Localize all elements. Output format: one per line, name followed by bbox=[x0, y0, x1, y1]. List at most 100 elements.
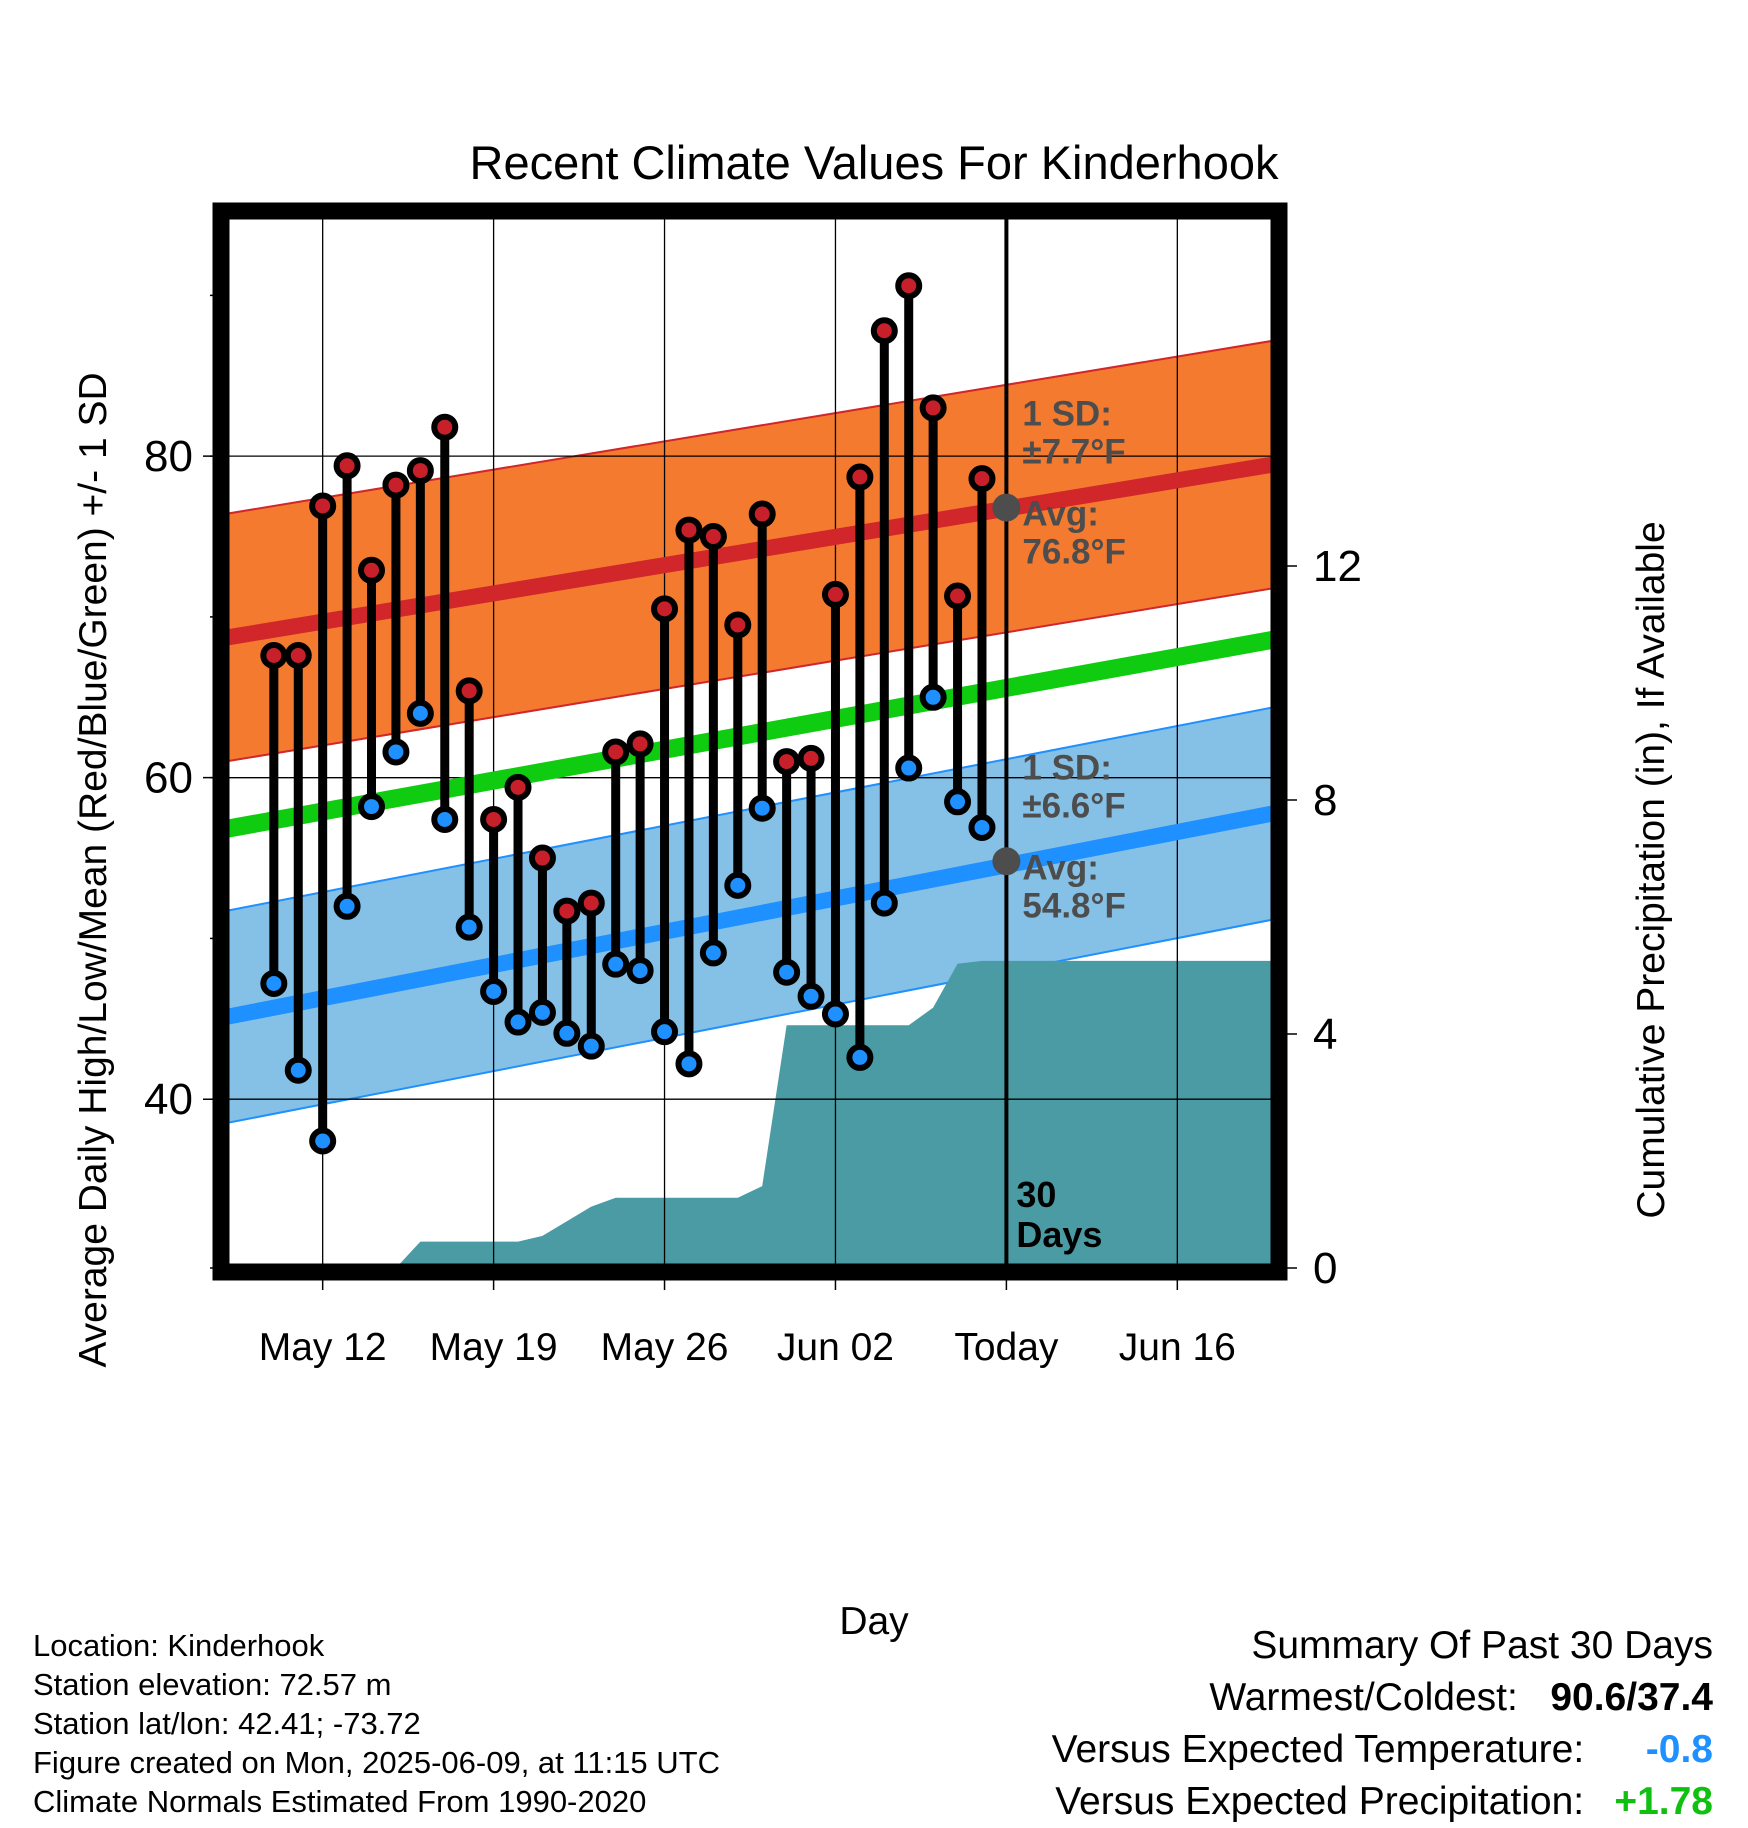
high-annotation-text: Avg: bbox=[1022, 495, 1098, 534]
daily-high-dot bbox=[333, 452, 361, 480]
chart-title: Recent Climate Values For Kinderhook bbox=[470, 136, 1279, 189]
y2-tick-label: 4 bbox=[1313, 1010, 1337, 1059]
latlon-text: Station lat/lon: 42.41; -73.72 bbox=[33, 1706, 421, 1741]
low-annotation-text: 54.8°F bbox=[1022, 886, 1125, 925]
daily-low-dot bbox=[577, 1032, 605, 1060]
daily-low-dot bbox=[821, 1000, 849, 1028]
daily-high-dot bbox=[870, 317, 898, 345]
daily-low-dot bbox=[382, 738, 410, 766]
daily-high-dot bbox=[968, 465, 996, 493]
daily-high-dot bbox=[553, 897, 581, 925]
elevation-text: Station elevation: 72.57 m bbox=[33, 1667, 392, 1702]
today-days-label: 30 Days bbox=[1016, 1174, 1102, 1255]
created-text: Figure created on Mon, 2025-06-09, at 11… bbox=[33, 1745, 720, 1780]
warm-cold-row: Warmest/Coldest: 90.6/37.4 bbox=[1052, 1672, 1713, 1724]
daily-high-dot bbox=[651, 595, 679, 623]
daily-low-dot bbox=[528, 998, 556, 1026]
daily-high-dot bbox=[504, 773, 532, 801]
warm-cold-value: 90.6/37.4 bbox=[1550, 1676, 1713, 1719]
daily-low-dot bbox=[968, 814, 996, 842]
low-annotation-text: Avg: bbox=[1022, 848, 1098, 887]
daily-high-dot bbox=[797, 744, 825, 772]
daily-low-dot bbox=[309, 1127, 337, 1155]
y-axis-label: Average Daily High/Low/Mean (Red/Blue/Gr… bbox=[72, 372, 115, 1367]
daily-low-dot bbox=[602, 950, 630, 978]
daily-high-dot bbox=[846, 463, 874, 491]
high-avg-marker bbox=[992, 493, 1021, 522]
daily-high-dot bbox=[602, 738, 630, 766]
plot-frame bbox=[212, 202, 1288, 1281]
summary-title: Summary Of Past 30 Days bbox=[1251, 1624, 1713, 1667]
days-label-line: Days bbox=[1016, 1214, 1102, 1255]
high-annotation-text: ±7.7°F bbox=[1022, 433, 1125, 472]
high-annotation-text: 1 SD: bbox=[1022, 395, 1111, 434]
normals-text: Climate Normals Estimated From 1990-2020 bbox=[33, 1784, 647, 1819]
frame-layer bbox=[212, 202, 1288, 1281]
daily-high-dot bbox=[431, 413, 459, 441]
daily-low-dot bbox=[846, 1043, 874, 1071]
x-tick-label: May 26 bbox=[601, 1326, 729, 1369]
daily-low-dot bbox=[431, 805, 459, 833]
y2-tick-label: 12 bbox=[1313, 542, 1362, 591]
daily-low-dot bbox=[773, 958, 801, 986]
daily-high-dot bbox=[675, 516, 703, 544]
daily-high-dot bbox=[895, 272, 923, 300]
low-annotation-text: ±6.6°F bbox=[1022, 786, 1125, 825]
daily-stems bbox=[269, 285, 987, 1141]
normal-mean-line bbox=[223, 630, 1277, 838]
temp-anomaly-value: -0.8 bbox=[1645, 1728, 1713, 1771]
daily-high-dot bbox=[944, 582, 972, 610]
daily-high-dot bbox=[358, 556, 386, 584]
station-info: Location: Kinderhook Station elevation: … bbox=[33, 1626, 720, 1821]
daily-low-dot bbox=[358, 793, 386, 821]
y2-tick-label: 0 bbox=[1313, 1244, 1337, 1293]
precip-anomaly-row: Versus Expected Precipitation: +1.78 bbox=[1052, 1776, 1713, 1828]
daily-high-dot bbox=[309, 492, 337, 520]
x-axis-label: Day bbox=[839, 1600, 909, 1643]
x-tick-label: May 12 bbox=[259, 1326, 387, 1369]
precip-anomaly-label: Versus Expected Precipitation: bbox=[1055, 1780, 1585, 1823]
daily-high-dot bbox=[773, 748, 801, 776]
location-text: Location: Kinderhook bbox=[33, 1628, 325, 1663]
daily-high-dot bbox=[821, 580, 849, 608]
daily-low-dot bbox=[675, 1050, 703, 1078]
temp-anomaly-label: Versus Expected Temperature: bbox=[1051, 1728, 1585, 1771]
high-annotation-text: 76.8°F bbox=[1022, 533, 1125, 572]
y-tick-label: 40 bbox=[144, 1075, 193, 1124]
daily-high-dot bbox=[724, 611, 752, 639]
daily-high-dot bbox=[699, 523, 727, 551]
y-tick-label: 80 bbox=[144, 432, 193, 481]
daily-high-dot bbox=[577, 889, 605, 917]
summary-panel: Summary Of Past 30 Days Warmest/Coldest:… bbox=[1052, 1620, 1713, 1828]
daily-high-dot bbox=[626, 730, 654, 758]
daily-low-dot bbox=[699, 939, 727, 967]
daily-high-dot bbox=[528, 844, 556, 872]
y2-tick-label: 8 bbox=[1313, 776, 1337, 825]
daily-high-dot bbox=[748, 500, 776, 528]
x-tick-label: May 19 bbox=[430, 1326, 558, 1369]
axes-layer: 40 60 80 0 4 8 12 May 12 May 19 May 26 Jun 02 Today… bbox=[144, 294, 1362, 1369]
daily-low-dot bbox=[260, 969, 288, 997]
daily-low-dot bbox=[455, 913, 483, 941]
daily-low-dot bbox=[333, 892, 361, 920]
temp-anomaly-row: Versus Expected Temperature: -0.8 bbox=[1052, 1724, 1713, 1776]
y-tick-label: 60 bbox=[144, 754, 193, 803]
daily-low-dot bbox=[919, 683, 947, 711]
normal-low-line bbox=[223, 805, 1277, 1026]
low-annotation-text: 1 SD: bbox=[1022, 748, 1111, 787]
daily-low-dot bbox=[944, 788, 972, 816]
daily-low-dot bbox=[651, 1018, 679, 1046]
daily-high-dot bbox=[480, 805, 508, 833]
daily-high-dot bbox=[455, 677, 483, 705]
daily-low-dot bbox=[406, 699, 434, 727]
x-tick-label: Jun 16 bbox=[1119, 1326, 1236, 1369]
daily-low-dot bbox=[895, 754, 923, 782]
days-label-line: 30 bbox=[1016, 1174, 1056, 1215]
daily-high-dot bbox=[382, 471, 410, 499]
daily-low-dot bbox=[504, 1008, 532, 1036]
daily-low-dot bbox=[480, 977, 508, 1005]
warm-cold-label: Warmest/Coldest: bbox=[1209, 1676, 1518, 1719]
daily-low-dot bbox=[626, 957, 654, 985]
